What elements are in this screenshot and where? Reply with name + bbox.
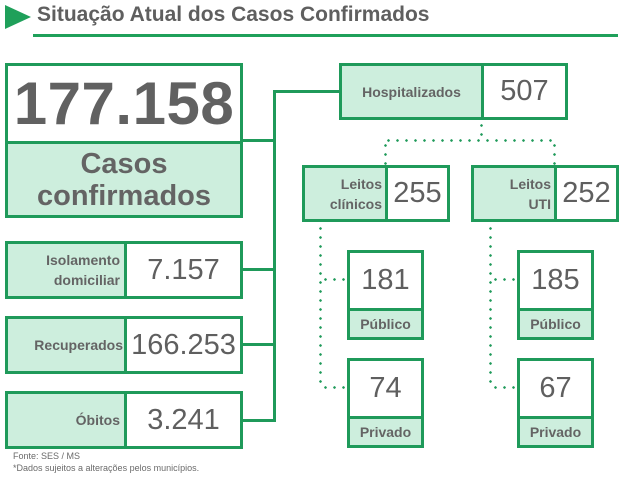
title-underline [33, 34, 618, 37]
deaths-label-cell: Óbitos [8, 394, 127, 446]
icu-beds-label-cell: Leitos UTI [474, 168, 557, 219]
deaths-value: 3.241 [147, 403, 220, 436]
deaths-box: Óbitos 3.241 [5, 391, 243, 449]
footer-note: *Dados sujeitos a alterações pelos munic… [13, 463, 200, 473]
header: Situação Atual dos Casos Confirmados [0, 0, 623, 40]
recovered-value-cell: 166.253 [127, 319, 240, 371]
home-isolation-label-line2: domiciliar [53, 272, 120, 288]
clinical-beds-value-cell: 255 [388, 168, 447, 219]
icu-public-value: 185 [531, 264, 580, 296]
confirmed-value-cell: 177.158 [8, 66, 240, 141]
icu-private-label: Privado [529, 424, 582, 440]
home-isolation-value: 7.157 [147, 253, 220, 286]
clinical-public-label: Público [360, 316, 411, 332]
recovered-box: Recuperados 166.253 [5, 316, 243, 374]
dotted-connector-clinical-down [319, 224, 322, 389]
icu-private-label-cell: Privado [520, 416, 591, 445]
dotted-connector-clinical-private [321, 386, 348, 389]
home-isolation-label-line1: Isolamento [46, 252, 120, 268]
hospitalized-box: Hospitalizados 507 [339, 63, 568, 120]
dotted-connector-clinical-public [321, 278, 348, 281]
clinical-beds-label-cell: Leitos clínicos [305, 168, 388, 219]
clinical-private-value: 74 [369, 372, 402, 404]
clinical-beds-box: Leitos clínicos 255 [302, 165, 450, 222]
confirmed-value: 177.158 [13, 70, 235, 137]
confirmed-cases-box: 177.158 Casos confirmados [5, 63, 243, 218]
deaths-value-cell: 3.241 [127, 394, 240, 446]
icu-public-label-cell: Público [520, 308, 591, 337]
icu-public-box: 185 Público [517, 250, 594, 340]
clinical-beds-label-line2: clínicos [329, 195, 382, 212]
dotted-connector-clinical-up [384, 141, 387, 165]
dotted-connector-icu-private [491, 386, 518, 389]
icu-beds-value: 252 [562, 177, 611, 209]
icu-public-label: Público [530, 316, 581, 332]
connector-to-isolation [242, 268, 275, 271]
clinical-private-label: Privado [359, 424, 412, 440]
dotted-connector-beds-horizontal [384, 139, 558, 142]
home-isolation-value-cell: 7.157 [127, 244, 240, 296]
dotted-connector-icu-public [491, 278, 518, 281]
connector-trunk [273, 90, 276, 422]
clinical-private-value-cell: 74 [350, 361, 421, 416]
clinical-public-label-cell: Público [350, 308, 421, 337]
icu-private-value-cell: 67 [520, 361, 591, 416]
clinical-public-value-cell: 181 [350, 253, 421, 308]
dotted-connector-icu-up [553, 141, 556, 165]
icu-beds-label-line1: Leitos [509, 175, 551, 192]
dotted-connector-hospitalized-down [480, 121, 483, 142]
home-isolation-box: Isolamento domiciliar 7.157 [5, 241, 243, 299]
icu-beds-box: Leitos UTI 252 [471, 165, 619, 222]
recovered-label-cell: Recuperados [8, 319, 127, 371]
footer-source: Fonte: SES / MS [13, 451, 81, 461]
deaths-label: Óbitos [75, 412, 120, 428]
confirmed-label-line1: Casos [80, 147, 168, 180]
icu-private-box: 67 Privado [517, 358, 594, 448]
recovered-value: 166.253 [131, 328, 236, 361]
hospitalized-value: 507 [500, 75, 549, 107]
clinical-public-value: 181 [361, 264, 410, 296]
clinical-private-box: 74 Privado [347, 358, 424, 448]
connector-to-confirmed [242, 139, 275, 142]
clinical-private-label-cell: Privado [350, 416, 421, 445]
hospitalized-label-cell: Hospitalizados [342, 66, 484, 117]
recovered-label: Recuperados [34, 337, 123, 353]
confirmed-label-cell: Casos confirmados [8, 141, 240, 215]
dotted-connector-icu-down [489, 224, 492, 389]
play-triangle-icon [5, 5, 31, 29]
home-isolation-label-cell: Isolamento domiciliar [8, 244, 127, 296]
hospitalized-value-cell: 507 [484, 66, 565, 117]
clinical-beds-label-line1: Leitos [340, 175, 382, 192]
clinical-public-box: 181 Público [347, 250, 424, 340]
page-title: Situação Atual dos Casos Confirmados [37, 3, 430, 26]
icu-beds-value-cell: 252 [557, 168, 616, 219]
hospitalized-label: Hospitalizados [362, 83, 461, 100]
connector-to-hospitalized [273, 90, 341, 93]
confirmed-label-line2: confirmados [36, 179, 212, 212]
icu-public-value-cell: 185 [520, 253, 591, 308]
icu-private-value: 67 [539, 372, 572, 404]
connector-to-recovered [242, 343, 275, 346]
connector-to-deaths [242, 419, 275, 422]
clinical-beds-value: 255 [393, 177, 442, 209]
icu-beds-label-line2: UTI [528, 195, 551, 212]
